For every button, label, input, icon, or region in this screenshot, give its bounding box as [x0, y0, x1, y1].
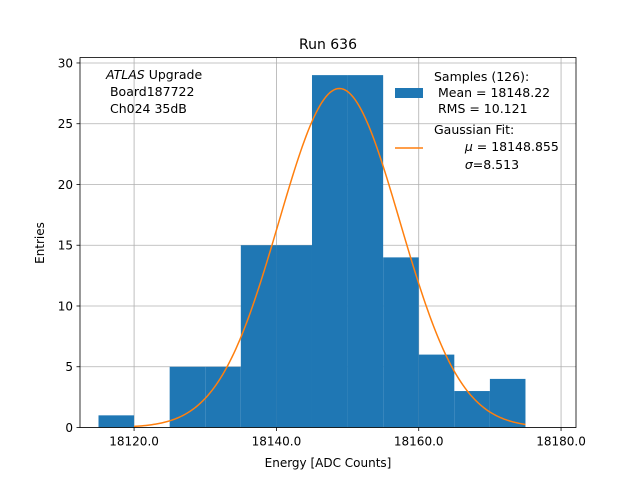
legend-fit-line-1: Gaussian Fit:: [434, 122, 514, 137]
y-axis-ticks: 0 5 10 15 20 25 30: [58, 56, 80, 435]
histogram-bar: [240, 245, 277, 428]
channel-label: Ch024 35dB: [106, 101, 187, 116]
svg-text:ATLAS Upgrade: ATLAS Upgrade: [105, 67, 202, 82]
histogram-bar: [347, 75, 384, 428]
x-tick-label: 18160.0: [394, 435, 444, 449]
legend-hist-line-3: RMS = 10.121: [434, 101, 528, 116]
histogram-bar: [311, 75, 348, 428]
chart-title: Run 636: [299, 37, 357, 53]
y-axis-label: Entries: [33, 222, 47, 264]
histogram-bar: [205, 366, 241, 428]
legend-mu-symbol: μ: [464, 139, 473, 154]
legend-sigma-symbol: σ: [465, 157, 474, 172]
y-tick-label: 5: [65, 360, 73, 374]
histogram-bars: [98, 75, 526, 428]
upgrade-label: Upgrade: [145, 67, 203, 82]
atlas-label: ATLAS: [105, 67, 145, 82]
plot-frame: [79, 57, 577, 428]
legend: Samples (126): Mean = 18148.22 RMS = 10.…: [395, 69, 579, 172]
histogram-bar: [169, 366, 206, 428]
y-tick-label: 15: [58, 239, 73, 253]
y-tick-label: 25: [58, 117, 73, 131]
histogram-bar: [276, 245, 312, 428]
legend-sigma-value: =8.513: [473, 157, 519, 172]
x-axis-label: Energy [ADC Counts]: [265, 456, 392, 470]
x-axis-ticks: 18120.0 18140.0 18160.0 18180.0: [109, 427, 586, 449]
histogram-bar: [98, 415, 135, 428]
atlas-annotation: ATLAS Upgrade Board187722 Ch024 35dB: [105, 67, 202, 116]
legend-mu-value: = 18148.855: [473, 139, 559, 154]
svg-text:σ=8.513: σ=8.513: [437, 157, 539, 172]
x-tick-label: 18120.0: [109, 435, 159, 449]
x-tick-label: 18180.0: [536, 435, 586, 449]
svg-text:μ = 18148.855: μ = 18148.855: [437, 139, 579, 154]
y-tick-label: 0: [65, 421, 73, 435]
legend-hist-swatch: [395, 88, 423, 98]
gaussian-fit-curve: [134, 87, 526, 428]
y-tick-label: 20: [58, 178, 73, 192]
x-tick-label: 18140.0: [252, 435, 302, 449]
legend-hist-line-1: Samples (126):: [434, 69, 529, 84]
y-tick-label: 10: [58, 299, 73, 313]
y-tick-label: 30: [58, 56, 73, 70]
legend-hist-line-2: Mean = 18148.22: [434, 85, 550, 100]
histogram-bar: [383, 257, 419, 428]
histogram-bar: [489, 378, 526, 428]
gaussian-fit: [134, 87, 526, 428]
board-label: Board187722: [106, 84, 194, 99]
histogram-bar: [418, 354, 455, 428]
